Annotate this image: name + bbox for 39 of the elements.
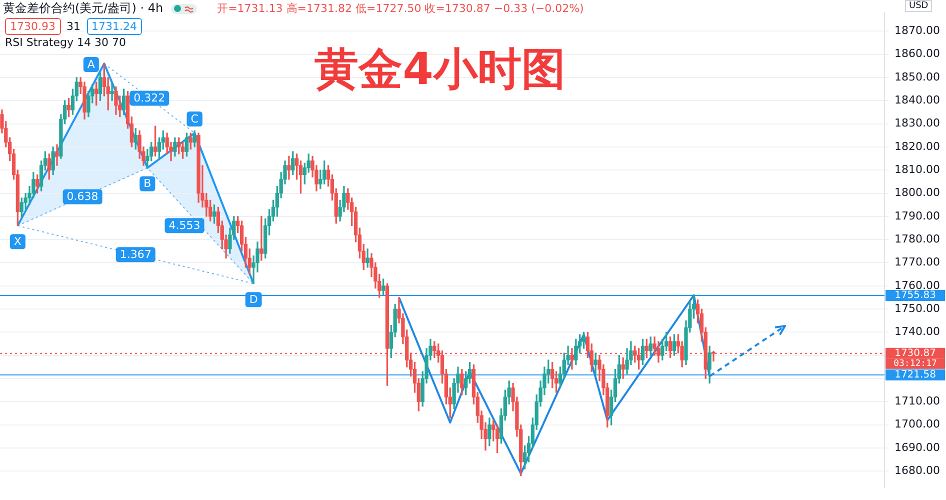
y-tick-label: 1810.00 <box>894 162 940 176</box>
annotation: A <box>87 58 96 71</box>
ref-line-label: 1730.87 <box>894 348 936 359</box>
annotation: C <box>190 112 199 126</box>
ref-line-label: 1721.58 <box>894 369 936 380</box>
annotation: 1.367 <box>120 248 152 261</box>
annotation: 0.322 <box>134 92 166 105</box>
y-tick-label: 1740.00 <box>894 325 940 338</box>
y-tick-label: 1790.00 <box>894 209 940 222</box>
annotation: D <box>249 292 258 306</box>
text: USD <box>905 0 932 12</box>
y-tick-label: 1770.00 <box>894 256 940 269</box>
annotation: B <box>144 177 152 190</box>
y-tick-label: 1760.00 <box>894 278 940 292</box>
annotation: 1731.24 <box>86 18 142 35</box>
annotation: 0.638 <box>66 190 98 204</box>
annotation: 开=1731.13 高=1731.82 低=1727.50 收=1730.87 −0.33 (−0.02%) <box>217 1 584 16</box>
y-tick-label: 1780.00 <box>894 232 940 246</box>
y-tick-label: 1860.00 <box>894 47 940 60</box>
y-tick-label: 1800.00 <box>894 186 940 200</box>
y-tick-label: 1830.00 <box>894 116 940 130</box>
y-tick-label: 1690.00 <box>894 440 940 454</box>
y-tick-label: 1870.00 <box>894 24 940 37</box>
y-tick-label: 1680.00 <box>894 464 940 478</box>
ref-line-label: 1755.83 <box>894 290 936 302</box>
text: 03:12:17 <box>894 359 937 370</box>
annotation: X <box>14 235 22 248</box>
y-tick-label: 1700.00 <box>894 418 940 431</box>
chart-subtitle: 黄金差价合约(美元/盎司) · 4h <box>3 0 164 17</box>
annotation: 1730.93 <box>5 18 60 35</box>
y-tick-label: 1850.00 <box>894 70 940 84</box>
y-tick-label: 1750.00 <box>894 302 940 315</box>
y-tick-label: 1710.00 <box>894 394 940 408</box>
annotation: RSI Strategy 14 30 70 <box>5 36 126 49</box>
y-tick-label: 1840.00 <box>894 93 940 106</box>
annotation: 31 <box>66 20 80 33</box>
annotation: 4.553 <box>168 219 200 232</box>
y-tick-label: 1820.00 <box>894 140 940 153</box>
text: 黄金4小时图 <box>314 44 566 95</box>
